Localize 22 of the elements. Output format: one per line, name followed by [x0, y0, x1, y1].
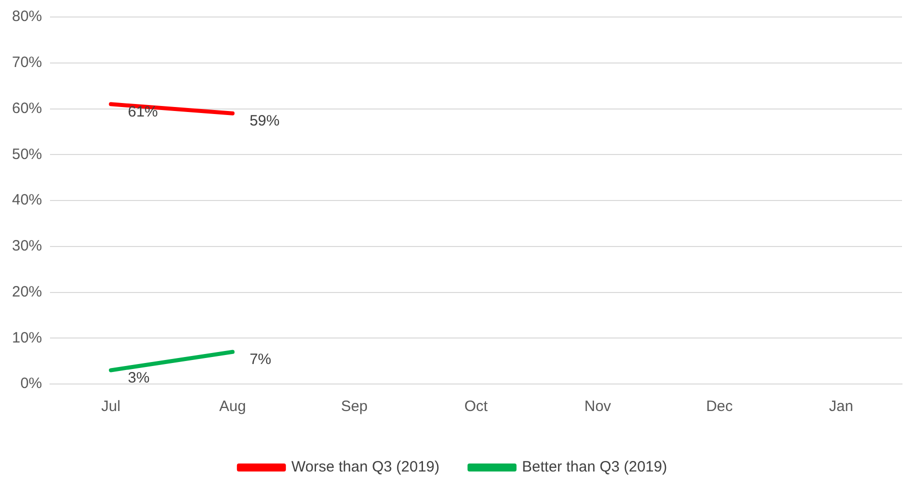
x-tick-label: Oct: [464, 398, 489, 416]
x-tick-label: Nov: [584, 398, 612, 416]
data-label: 7%: [250, 351, 272, 368]
y-tick-label: 20%: [12, 283, 42, 300]
x-tick-label: Jan: [829, 398, 854, 416]
y-tick-label: 50%: [12, 146, 42, 163]
legend-label: Better than Q3 (2019): [522, 458, 668, 476]
y-tick-label: 80%: [12, 8, 42, 26]
x-tick-label: Dec: [706, 398, 734, 416]
data-label: 3%: [128, 369, 150, 386]
y-tick-label: 40%: [12, 192, 42, 209]
legend-label: Worse than Q3 (2019): [291, 458, 440, 476]
y-tick-label: 0%: [20, 375, 42, 392]
y-tick-label: 60%: [12, 100, 42, 117]
y-tick-label: 10%: [12, 329, 42, 346]
x-tick-label: Aug: [219, 398, 246, 416]
y-tick-label: 30%: [12, 238, 42, 255]
x-tick-label: Sep: [340, 398, 368, 416]
y-tick-label: 70%: [12, 54, 42, 72]
data-label: 61%: [128, 103, 158, 120]
x-tick-label: Jul: [101, 398, 120, 416]
data-label: 59%: [250, 112, 280, 130]
